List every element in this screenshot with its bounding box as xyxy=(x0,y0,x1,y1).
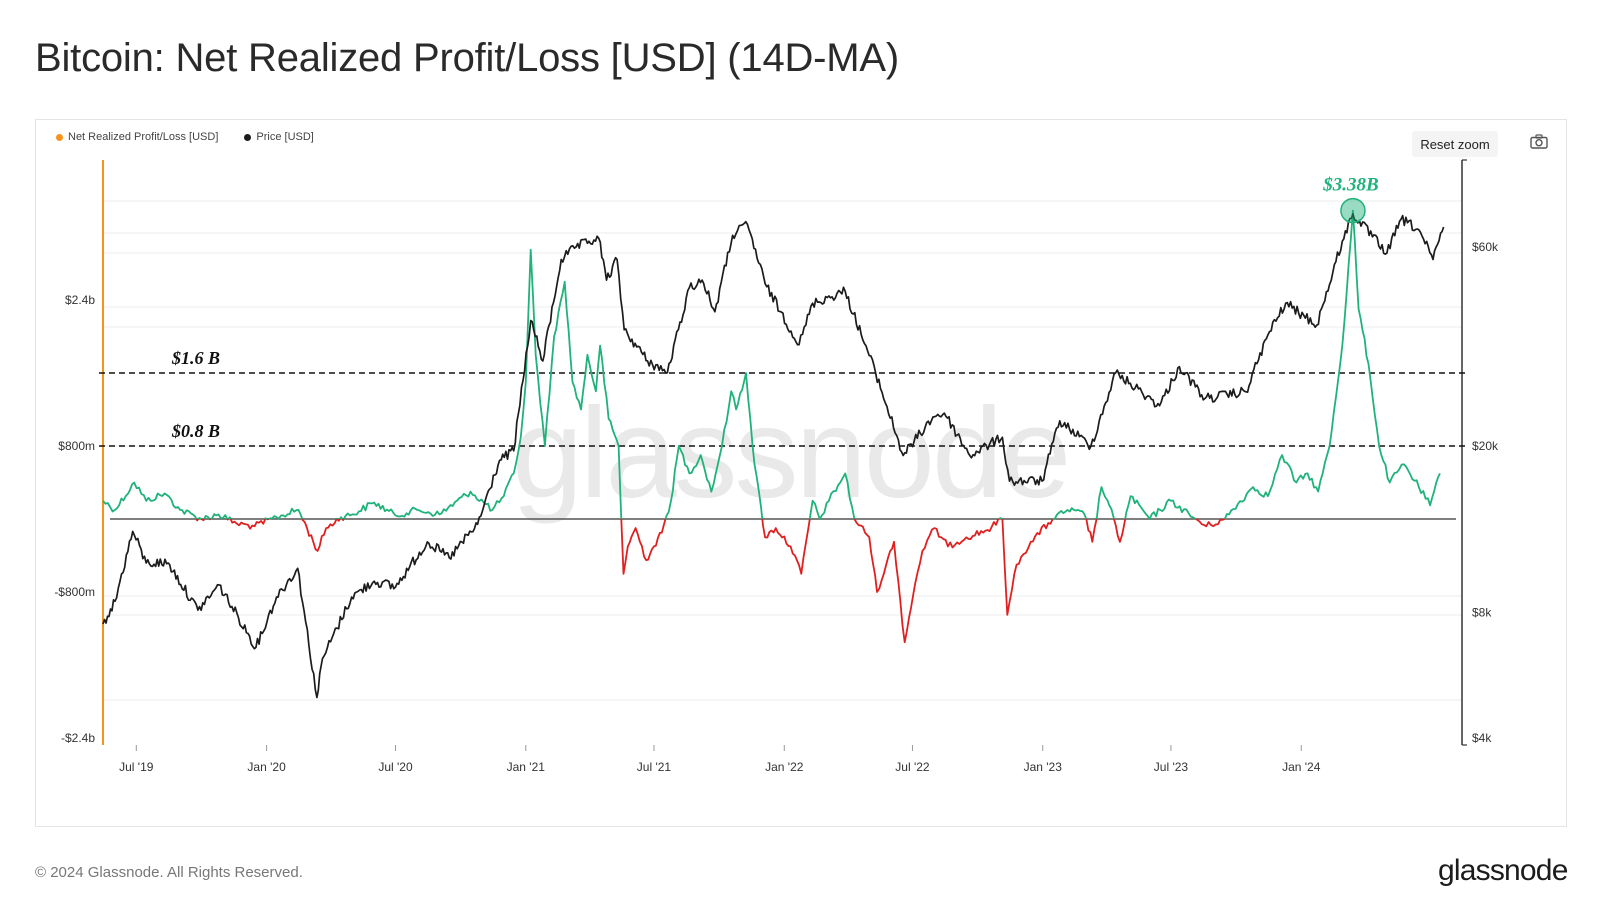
legend-label-net-realized: Net Realized Profit/Loss [USD] xyxy=(68,131,219,143)
pl-line-profit-segment xyxy=(203,515,211,520)
pl-line-loss-segment xyxy=(301,518,338,552)
right-axis-tick-label: $4k xyxy=(1472,731,1492,745)
legend-item-net-realized[interactable]: Net Realized Profit/Loss [USD] xyxy=(56,131,218,143)
pl-line-loss-segment xyxy=(620,518,667,575)
pl-line-loss-segment xyxy=(1195,518,1226,528)
pl-line-loss-segment xyxy=(761,518,811,575)
pl-line-profit-segment xyxy=(664,372,764,520)
peak-marker xyxy=(1340,197,1366,224)
x-axis-tick-label: Jul '19 xyxy=(119,760,154,774)
price-line xyxy=(102,213,1445,699)
legend-item-price[interactable]: Price [USD] xyxy=(244,131,314,143)
pl-line-profit-segment xyxy=(1223,209,1441,520)
pl-line-profit-segment xyxy=(339,516,344,520)
pl-line-profit-segment xyxy=(227,516,232,520)
copyright-text: © 2024 Glassnode. All Rights Reserved. xyxy=(35,864,303,881)
pl-line-loss-segment xyxy=(226,518,229,521)
reset-zoom-button[interactable]: Reset zoom xyxy=(1412,131,1498,157)
x-axis-tick-label: Jan '20 xyxy=(247,760,286,774)
pl-line-profit-segment xyxy=(1052,507,1088,520)
pl-line-loss-segment xyxy=(200,518,206,522)
chart-frame xyxy=(35,119,1567,827)
pl-line-profit-segment xyxy=(808,472,856,520)
watermark-glassnode: glassnode xyxy=(512,382,1069,525)
pl-line-loss-segment xyxy=(195,518,200,522)
x-axis-tick-label: Jul '23 xyxy=(1154,760,1189,774)
pl-line-profit-segment xyxy=(1095,486,1115,520)
left-axis-tick-label: -$2.4b xyxy=(61,731,95,745)
x-axis-tick-label: Jan '21 xyxy=(507,760,546,774)
glassnode-logo: glassnode xyxy=(1438,854,1568,887)
pl-line-loss-segment xyxy=(341,518,345,521)
pl-line-profit-segment xyxy=(264,517,268,520)
camera-icon[interactable] xyxy=(1530,134,1548,149)
legend-dot-orange xyxy=(56,133,63,141)
pl-line-loss-segment xyxy=(853,518,1000,644)
x-axis-tick-label: Jan '22 xyxy=(765,760,804,774)
page-title: Bitcoin: Net Realized Profit/Loss [USD] … xyxy=(35,36,900,80)
peak-label: $3.38B xyxy=(1322,175,1378,196)
pl-line-profit-segment xyxy=(210,513,229,520)
pl-line-loss-segment xyxy=(1001,518,1054,616)
pl-line-profit-segment xyxy=(998,517,1003,520)
threshold-label: $1.6 B xyxy=(171,348,220,368)
pl-line-loss-segment xyxy=(1113,518,1127,543)
right-axis-tick-label: $60k xyxy=(1472,240,1499,254)
pl-line-loss-segment xyxy=(336,518,341,522)
right-axis-tick-label: $8k xyxy=(1472,605,1492,619)
left-axis-tick-label: $2.4b xyxy=(65,293,95,307)
pl-line-loss-segment xyxy=(229,518,267,530)
right-axis-tick-label: $20k xyxy=(1472,439,1499,453)
x-axis-tick-label: Jul '22 xyxy=(895,760,930,774)
x-axis-tick-label: Jul '20 xyxy=(378,760,413,774)
threshold-label: $0.8 B xyxy=(171,421,220,441)
pl-line-profit-segment xyxy=(268,507,304,520)
legend-label-price: Price [USD] xyxy=(256,131,314,143)
chart-legend: Net Realized Profit/Loss [USD] Price [US… xyxy=(56,131,314,143)
left-axis-tick-label: $800m xyxy=(58,439,95,453)
x-axis-tick-label: Jan '23 xyxy=(1024,760,1063,774)
pl-line-profit-segment xyxy=(197,517,202,520)
pl-line-profit-segment xyxy=(1124,495,1197,520)
pl-line-profit-segment xyxy=(343,248,623,520)
x-axis-tick-label: Jul '21 xyxy=(637,760,672,774)
pl-line-loss-segment xyxy=(1085,518,1098,543)
pl-line-profit-segment xyxy=(102,481,198,520)
legend-dot-black xyxy=(244,133,252,141)
x-axis-tick-label: Jan '24 xyxy=(1282,760,1321,774)
left-axis-tick-label: -$800m xyxy=(54,585,95,599)
